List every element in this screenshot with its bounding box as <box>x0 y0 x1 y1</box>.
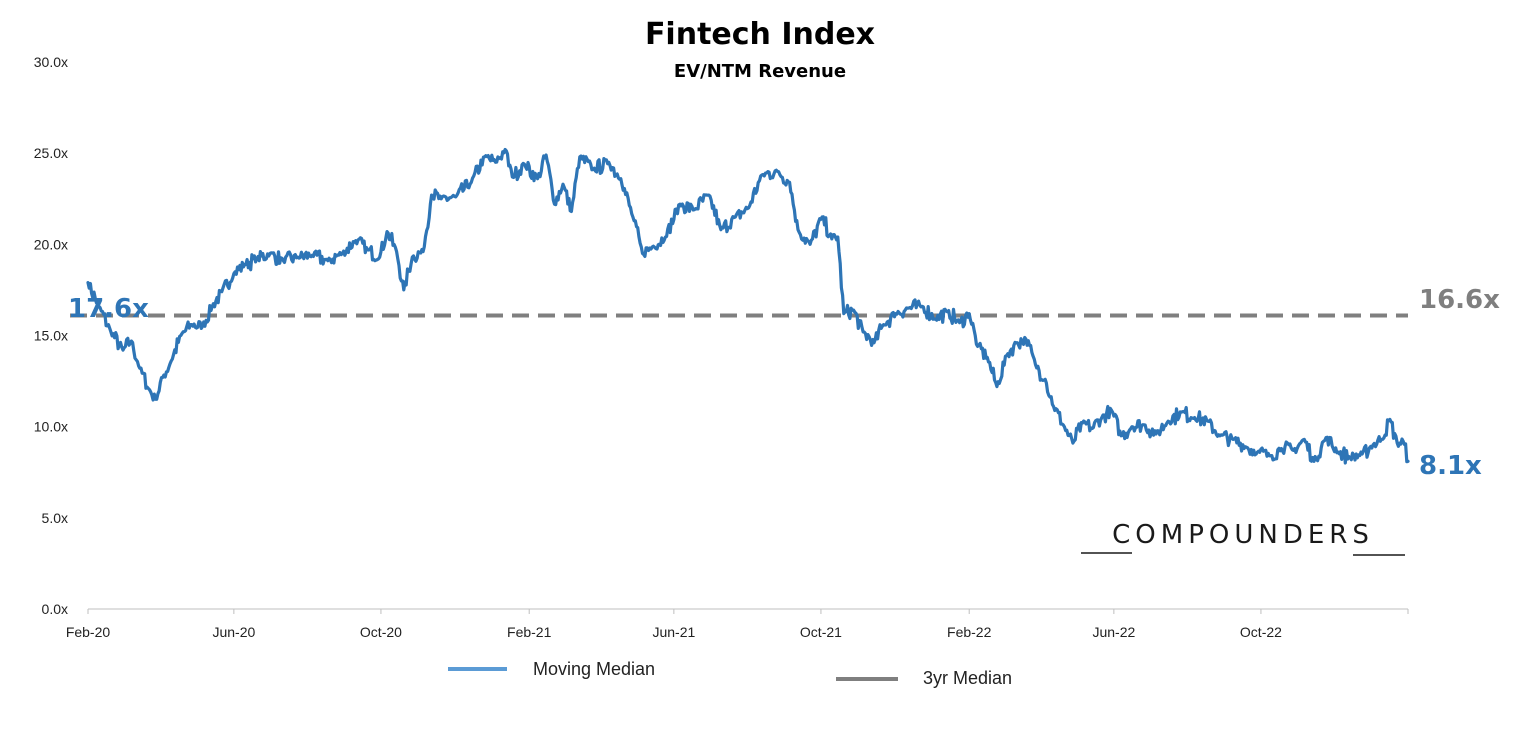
y-tick-label: 10.0x <box>34 419 68 435</box>
y-tick-label: 0.0x <box>42 601 68 617</box>
y-axis: 0.0x 5.0x 10.0x 15.0x 20.0x 25.0x 30.0x <box>34 54 68 617</box>
x-tick-label: Oct-22 <box>1240 624 1282 640</box>
legend-label-moving-median: Moving Median <box>533 659 655 679</box>
y-tick-label: 30.0x <box>34 54 68 70</box>
compounders-logo: COMPOUNDERS <box>1081 520 1405 556</box>
x-tick-label: Feb-22 <box>947 624 992 640</box>
y-tick-label: 25.0x <box>34 145 68 161</box>
moving-median-series <box>86 147 1410 465</box>
chart-title: Fintech Index <box>645 17 875 52</box>
x-tick-label: Oct-21 <box>800 624 842 640</box>
legend-label-3yr-median: 3yr Median <box>923 668 1012 688</box>
legend-item-moving-median[interactable]: Moving Median <box>448 659 655 679</box>
x-tick-label: Jun-21 <box>652 624 695 640</box>
x-axis: Feb-20 Jun-20 Oct-20 Feb-21 Jun-21 Oct-21 Feb-… <box>66 608 1409 640</box>
x-tick-label: Feb-21 <box>507 624 552 640</box>
y-tick-label: 5.0x <box>42 510 68 526</box>
y-tick-label: 20.0x <box>34 236 68 252</box>
x-tick-label: Jun-22 <box>1092 624 1135 640</box>
end-value-label: 8.1x <box>1419 451 1482 481</box>
start-value-label: 17.6x <box>68 294 149 324</box>
legend: Moving Median 3yr Median <box>448 659 1012 688</box>
chart-subtitle: EV/NTM Revenue <box>674 61 846 82</box>
moving-median-line <box>86 147 1410 465</box>
x-tick-label: Oct-20 <box>360 624 402 640</box>
median-value-label: 16.6x <box>1419 285 1500 315</box>
y-tick-label: 15.0x <box>34 328 68 344</box>
x-tick-label: Feb-20 <box>66 624 111 640</box>
legend-item-3yr-median[interactable]: 3yr Median <box>836 668 1012 688</box>
logo-text: COMPOUNDERS <box>1112 520 1374 550</box>
x-tick-label: Jun-20 <box>212 624 255 640</box>
